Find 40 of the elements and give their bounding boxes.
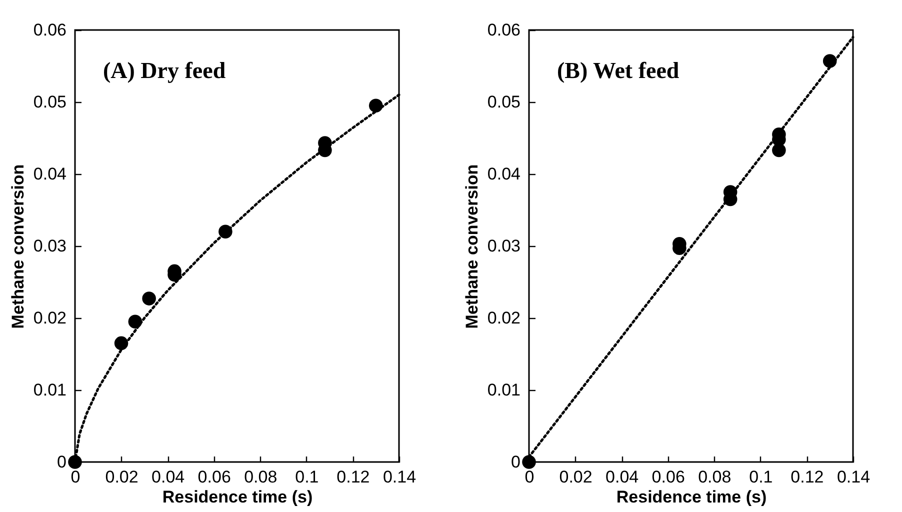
x-axis-title: Residence time (s): [616, 488, 767, 506]
y-tick-label: 0.05: [487, 92, 520, 112]
point: [772, 143, 786, 158]
y-tick-label: 0: [57, 452, 66, 472]
x-tick-label: 0.14: [382, 468, 416, 486]
point: [522, 455, 536, 469]
point: [142, 292, 156, 306]
y-tick-label: 0.03: [487, 236, 520, 256]
x-axis-title: Residence time (s): [162, 488, 313, 506]
y-tick-label: 0.02: [487, 308, 520, 328]
x-tick-label: 0: [524, 468, 534, 486]
x-tick-label: 0.04: [152, 468, 185, 486]
x-tick-label: 0.12: [790, 468, 824, 486]
point: [68, 455, 82, 469]
y-tick-label: 0.02: [33, 308, 66, 328]
y-tick-label: 0.03: [33, 236, 66, 256]
y-tick-label: 0.01: [487, 380, 520, 400]
y-axis-title: Methane conversion: [462, 164, 482, 329]
x-tick-label: 0.12: [336, 468, 370, 486]
x-tick-label: 0.02: [105, 468, 138, 486]
x-tick-label: 0.06: [652, 468, 685, 486]
text: (A) Dry feed: [103, 58, 226, 83]
x-tick-label: 0.14: [836, 468, 870, 486]
y-tick-label: 0.06: [33, 20, 66, 40]
x-tick-label: 0.08: [244, 468, 278, 486]
x-tick-label: 0.1: [749, 468, 773, 486]
x-tick-label: 0: [70, 468, 80, 486]
x-tick-label: 0.02: [559, 468, 592, 486]
y-tick-label: 0.06: [487, 20, 520, 40]
y-tick-label: 0.05: [33, 92, 66, 112]
y-tick-label: 0.04: [487, 164, 520, 184]
y-tick-label: 0.01: [33, 380, 66, 400]
x-tick-label: 0.06: [198, 468, 231, 486]
x-tick-label: 0.04: [606, 468, 639, 486]
y-tick-label: 0: [511, 452, 520, 472]
x-tick-label: 0.1: [295, 468, 319, 486]
x-tick-label: 0.08: [698, 468, 732, 486]
y-tick-label: 0.04: [33, 164, 66, 184]
y-axis-title: Methane conversion: [8, 164, 28, 329]
text: (B) Wet feed: [557, 58, 680, 83]
